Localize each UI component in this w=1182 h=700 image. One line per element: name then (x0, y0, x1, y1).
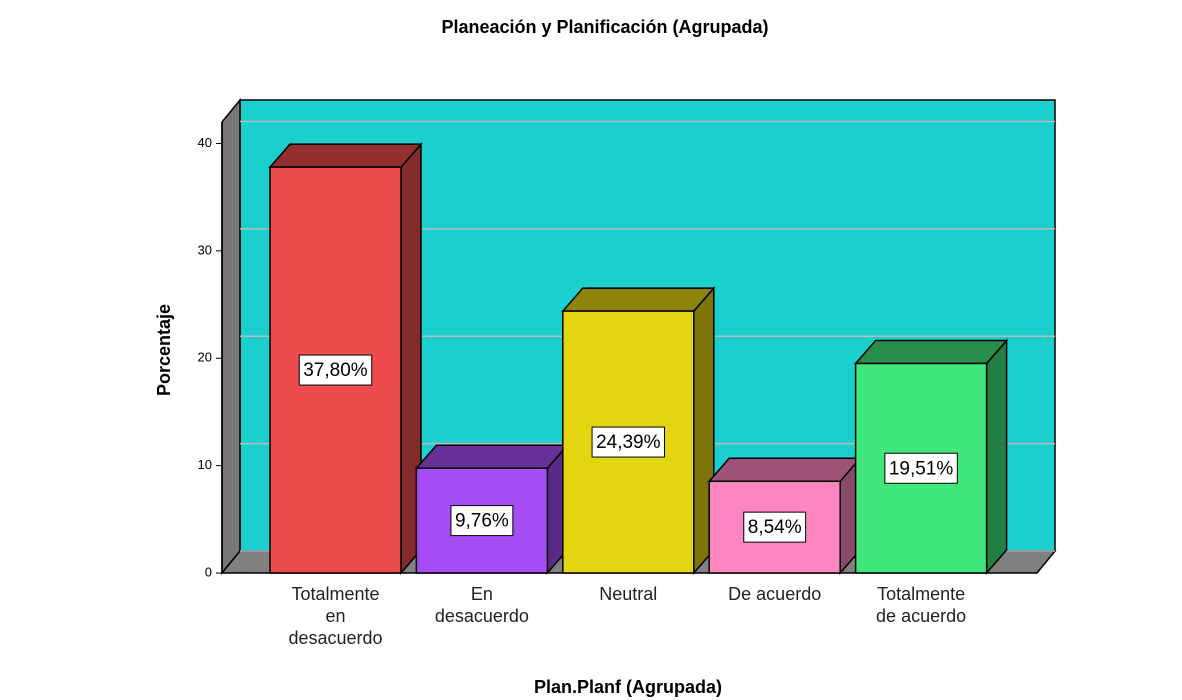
x-tick-label-box: En desacuerdo (434, 584, 529, 626)
x-axis-label: Plan.Planf (Agrupada) (534, 677, 722, 697)
value-label: 8,54% (748, 517, 802, 538)
value-label-box (884, 452, 958, 484)
x-tick-label: Totalmente de acuerdo (876, 584, 967, 626)
chart-title: Planeación y Planificación (Agrupada) (441, 17, 768, 37)
bar-top (561, 287, 716, 312)
y-tick-label: 10 (198, 457, 212, 472)
left-wall (221, 97, 241, 576)
y-tick-label: 0 (205, 564, 212, 579)
x-tick-label-box: Neutral (599, 584, 658, 604)
bar-top (268, 143, 423, 168)
x-tick-label: Neutral (599, 584, 658, 604)
value-label: 9,76% (455, 511, 509, 532)
bar-top (707, 457, 862, 483)
value-label: 19,51% (889, 458, 954, 479)
x-tick-label: Totalmente en desacuerdo (288, 584, 383, 648)
x-tick-label: De acuerdo (728, 584, 822, 604)
value-label-box (298, 354, 373, 386)
value-label: 24,39% (596, 432, 661, 453)
x-tick-label-box: Totalmente en desacuerdo (288, 584, 383, 648)
bar-top (414, 444, 570, 469)
value-label-box (743, 511, 807, 543)
x-tick-label-box: De acuerdo (728, 584, 822, 604)
bar-top (853, 339, 1009, 365)
value-label-box (450, 505, 514, 537)
y-axis-label: Porcentaje (154, 304, 174, 396)
x-tick-label: En desacuerdo (434, 584, 529, 626)
value-label-box (591, 426, 666, 458)
y-tick-label: 30 (198, 242, 212, 257)
y-tick-label: 20 (198, 350, 212, 365)
value-label: 37,80% (303, 360, 368, 381)
x-tick-label-box: Totalmente de acuerdo (876, 584, 967, 626)
bar-side (985, 338, 1008, 576)
y-tick-label: 40 (198, 135, 212, 150)
